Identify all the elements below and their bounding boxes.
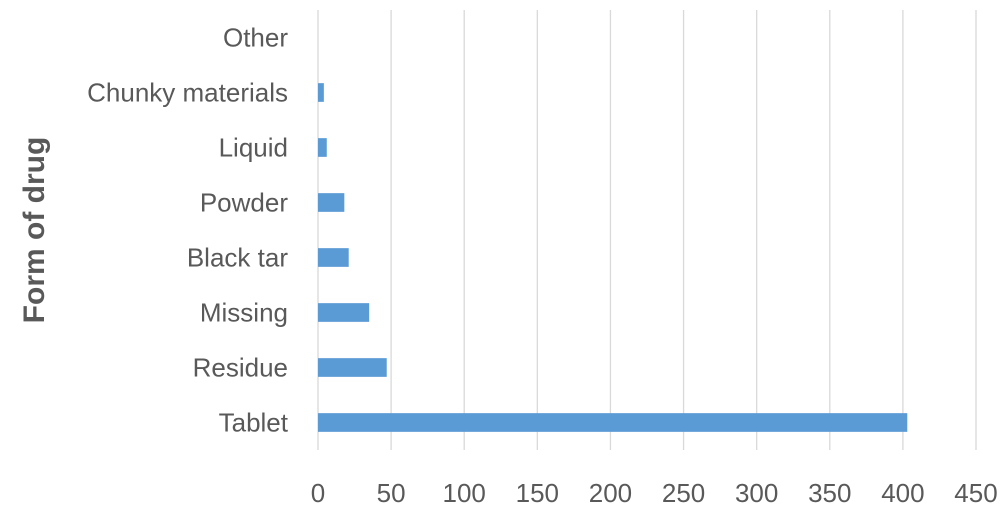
bar-missing	[318, 303, 370, 322]
x-tick-label: 200	[589, 478, 632, 508]
y-axis-label: Form of drug	[18, 137, 51, 324]
grid	[317, 10, 977, 450]
category-label: Missing	[200, 298, 288, 328]
x-tick-label: 250	[662, 478, 705, 508]
x-tick-labels: 0 50 100 150 200 250 300 350 400 450	[311, 478, 998, 508]
bar-tablet	[318, 413, 908, 432]
x-tick-label: 400	[881, 478, 924, 508]
bar-powder	[318, 193, 345, 212]
bar-chunky-materials	[318, 83, 324, 102]
category-label: Residue	[193, 353, 288, 383]
bars	[318, 83, 908, 432]
x-tick-label: 150	[516, 478, 559, 508]
x-tick-label: 50	[377, 478, 406, 508]
category-label: Chunky materials	[87, 78, 288, 108]
category-label: Powder	[200, 188, 288, 218]
category-label: Liquid	[219, 133, 288, 163]
x-tick-label: 100	[443, 478, 486, 508]
category-label: Black tar	[187, 243, 288, 273]
x-tick-label: 0	[311, 478, 325, 508]
category-labels: Other Chunky materials Liquid Powder Black t…	[87, 23, 289, 438]
category-label: Other	[223, 23, 288, 53]
category-label: Tablet	[219, 408, 289, 438]
bar-black-tar	[318, 248, 349, 267]
x-tick-label: 450	[954, 478, 997, 508]
x-tick-label: 350	[808, 478, 851, 508]
bar-liquid	[318, 138, 327, 157]
bar-residue	[318, 358, 387, 377]
x-tick-label: 300	[735, 478, 778, 508]
